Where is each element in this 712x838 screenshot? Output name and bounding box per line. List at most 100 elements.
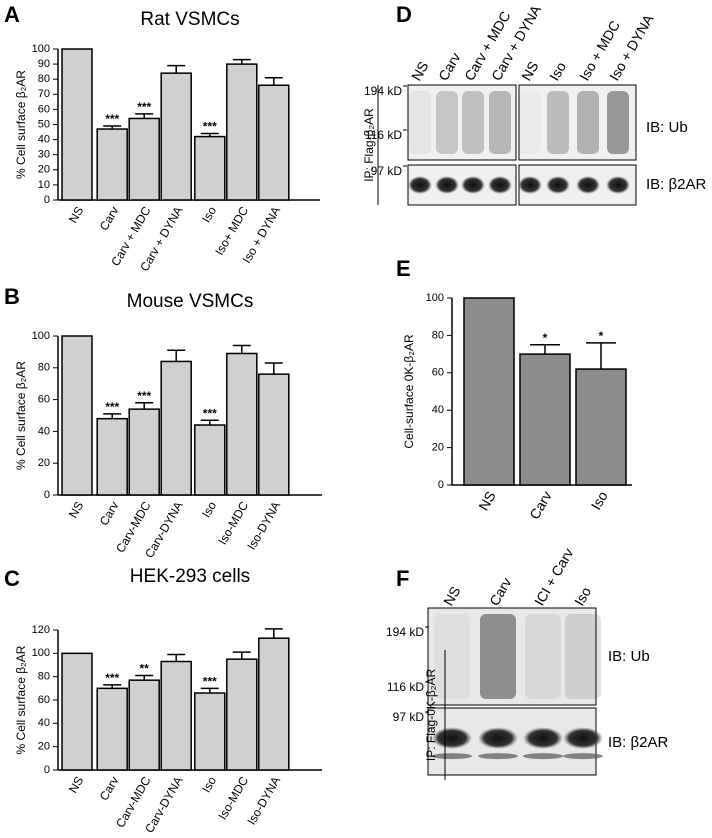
panel-letter: C xyxy=(4,566,20,591)
significance: *** xyxy=(203,120,217,134)
y-tick-label: 0 xyxy=(44,764,50,776)
panel-letter: D xyxy=(396,2,412,27)
smear xyxy=(489,91,511,154)
y-tick-label: 100 xyxy=(32,330,50,342)
band xyxy=(546,176,570,194)
y-tick-label: 20 xyxy=(432,442,444,454)
y-tick-label: 40 xyxy=(432,404,444,416)
panel-letter: E xyxy=(396,256,411,281)
bar xyxy=(128,408,160,496)
significance: ** xyxy=(140,662,150,676)
smear xyxy=(607,91,629,154)
chart-title: Rat VSMCs xyxy=(140,9,239,30)
band xyxy=(478,727,518,750)
bar xyxy=(96,687,128,771)
ip-label: IP: Flag-0K-β₂AR xyxy=(424,669,438,762)
smear xyxy=(409,91,431,154)
y-tick-label: 100 xyxy=(32,647,50,659)
blot-box xyxy=(427,607,597,706)
y-tick-label: 20 xyxy=(38,457,50,469)
ib-label: IB: Ub xyxy=(646,119,688,136)
band xyxy=(523,727,563,750)
y-tick-label: 60 xyxy=(432,367,444,379)
band xyxy=(606,176,630,194)
panel-letter: B xyxy=(4,284,20,309)
y-tick-label: 50 xyxy=(38,118,50,130)
marker-label: 116 kD xyxy=(365,128,402,142)
smear xyxy=(462,91,484,154)
y-tick-label: 40 xyxy=(38,134,50,146)
band xyxy=(563,727,603,750)
bar xyxy=(194,135,226,201)
bar xyxy=(96,128,128,201)
significance: * xyxy=(599,329,604,343)
y-tick-label: 20 xyxy=(38,164,50,176)
bar xyxy=(160,660,192,771)
y-tick-label: 0 xyxy=(44,194,50,206)
band xyxy=(432,753,472,760)
band xyxy=(461,176,485,194)
y-axis-label: Cell-surface 0K-β₂AR xyxy=(402,334,416,449)
bar xyxy=(258,84,290,201)
bar xyxy=(160,360,192,496)
band xyxy=(432,727,472,750)
significance: *** xyxy=(203,675,217,689)
band xyxy=(435,176,459,194)
bar xyxy=(96,417,128,496)
significance: *** xyxy=(105,400,119,414)
smear xyxy=(577,91,599,154)
smear xyxy=(480,614,516,699)
y-tick-label: 0 xyxy=(438,479,444,491)
y-axis-label: % Cell surface β₂AR xyxy=(14,645,28,754)
bar xyxy=(61,335,93,496)
significance: *** xyxy=(105,112,119,126)
ip-label: IP: Flag-β₂AR xyxy=(362,108,376,182)
y-tick-label: 60 xyxy=(38,694,50,706)
smear xyxy=(547,91,569,154)
marker-label: 116 kD xyxy=(387,680,424,694)
marker-label: 97 kD xyxy=(393,710,425,724)
smear xyxy=(565,614,601,699)
smear xyxy=(436,91,458,154)
bar xyxy=(519,353,571,486)
marker-label: 97 kD xyxy=(371,164,403,178)
y-tick-label: 0 xyxy=(44,489,50,501)
y-tick-label: 120 xyxy=(32,624,50,636)
band xyxy=(523,753,563,760)
y-tick-label: 60 xyxy=(38,394,50,406)
y-tick-label: 20 xyxy=(38,741,50,753)
ib-label: IB: Ub xyxy=(608,648,650,665)
ib-label: IB: β2AR xyxy=(646,176,706,193)
band xyxy=(478,753,518,760)
bar xyxy=(226,63,258,201)
y-axis-label: % Cell surface β₂AR xyxy=(14,361,28,470)
smear xyxy=(525,614,561,699)
bar xyxy=(463,297,515,486)
bar xyxy=(226,352,258,496)
y-tick-label: 80 xyxy=(38,362,50,374)
bar xyxy=(575,368,627,486)
y-tick-label: 10 xyxy=(38,179,50,191)
y-tick-label: 80 xyxy=(432,329,444,341)
y-tick-label: 80 xyxy=(38,671,50,683)
panel-letter: A xyxy=(4,2,20,27)
bar xyxy=(160,72,192,201)
marker-label: 194 kD xyxy=(364,84,402,98)
y-tick-label: 90 xyxy=(38,58,50,70)
y-tick-label: 70 xyxy=(38,88,50,100)
ib-label: IB: β2AR xyxy=(608,734,668,751)
bar xyxy=(128,679,160,771)
significance: *** xyxy=(137,100,151,114)
smear xyxy=(434,614,470,699)
blot-box xyxy=(518,84,637,161)
y-axis-label: % Cell surface β₂AR xyxy=(14,70,28,179)
significance: *** xyxy=(105,671,119,685)
bar xyxy=(258,637,290,771)
bar xyxy=(226,658,258,771)
bar xyxy=(61,652,93,771)
y-tick-label: 100 xyxy=(32,43,50,55)
band xyxy=(576,176,600,194)
bar xyxy=(128,117,160,201)
y-tick-label: 100 xyxy=(426,292,444,304)
bar xyxy=(194,424,226,496)
